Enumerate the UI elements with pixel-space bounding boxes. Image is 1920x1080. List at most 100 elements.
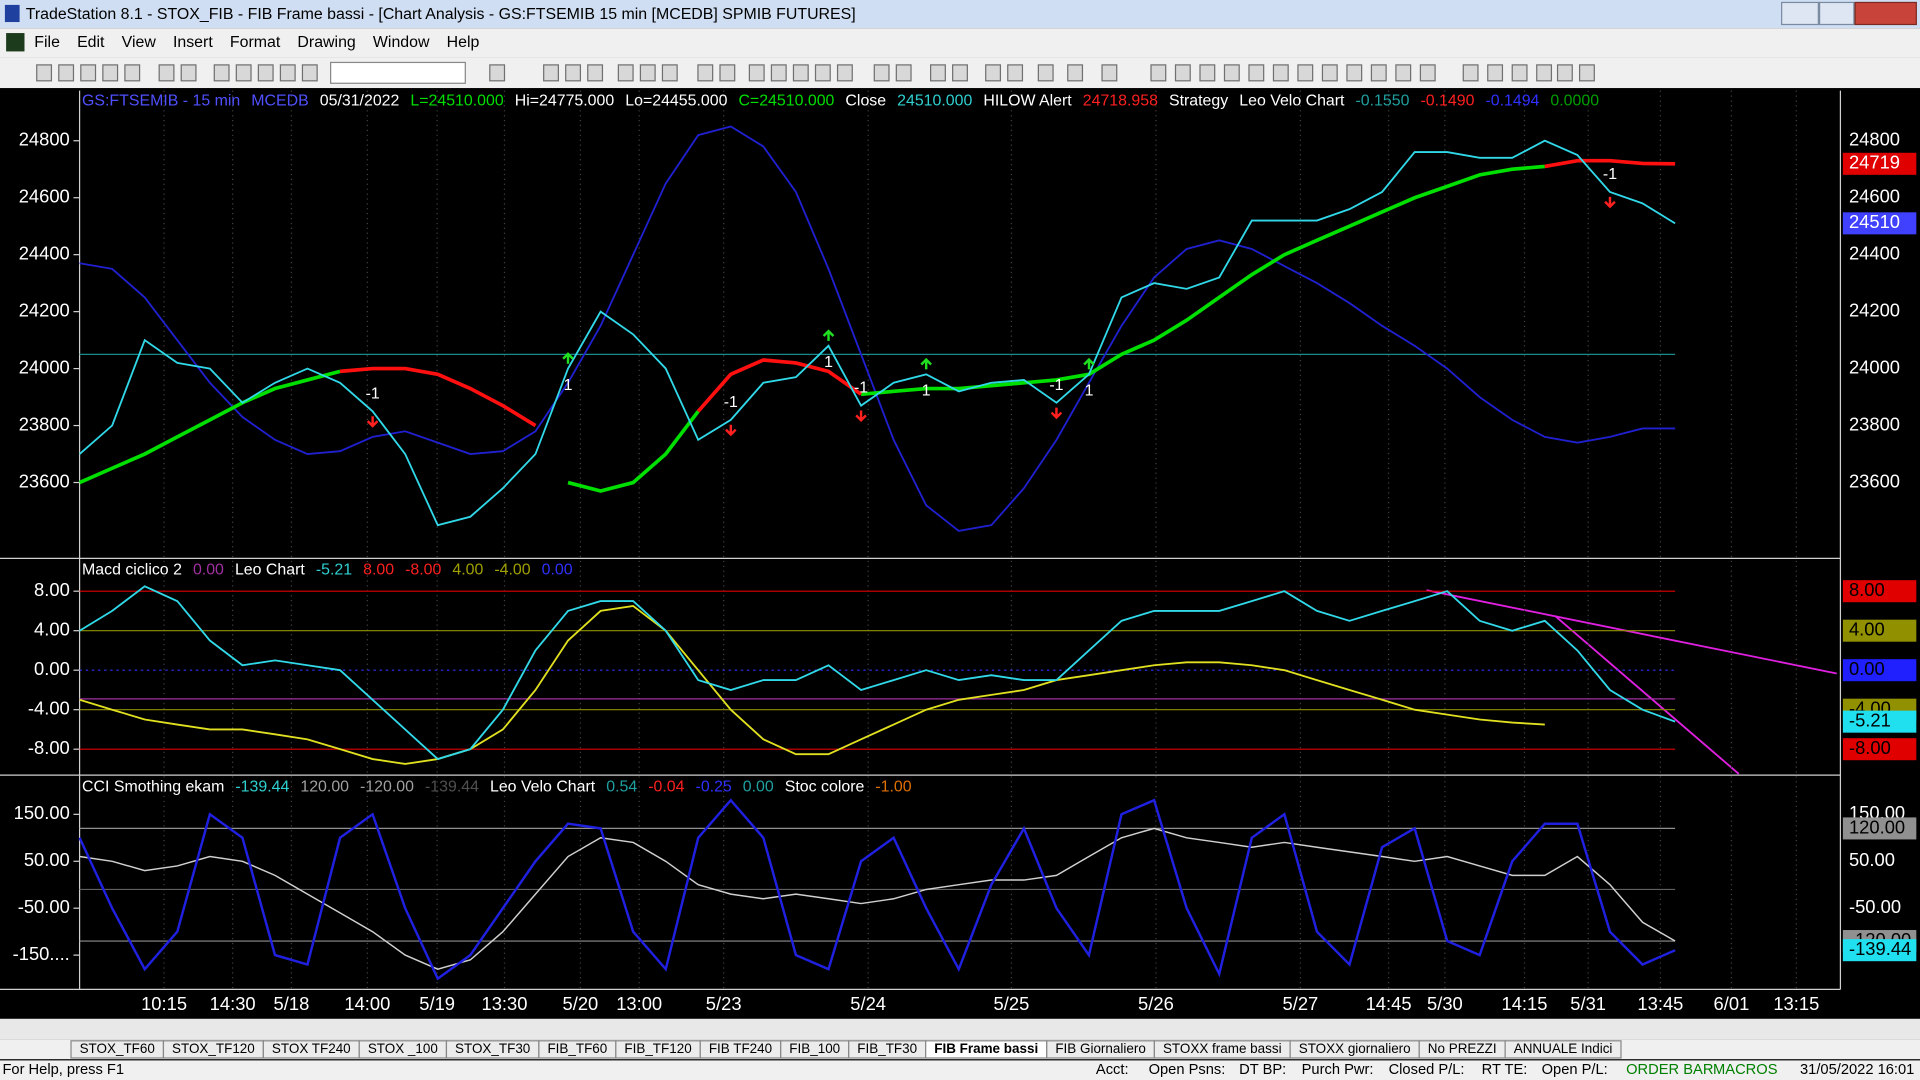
signal-arrow — [855, 410, 867, 423]
tool-button[interactable] — [639, 64, 656, 82]
tab-label: STOXX giornaliero — [1299, 1041, 1411, 1056]
value-marker-label: -5.21 — [1849, 709, 1891, 730]
tool-button[interactable] — [235, 64, 252, 82]
menu-item[interactable]: Help — [447, 34, 480, 51]
signal-arrow — [920, 357, 932, 370]
x-tick-label: 5/31 — [1570, 993, 1606, 1014]
panel-header: GS:FTSEMIB - 15 min MCEDB 05/31/2022 L=2451… — [82, 93, 1599, 110]
value-marker — [1842, 619, 1917, 642]
value-marker-label: 50.00 — [1849, 849, 1895, 870]
close[interactable] — [1854, 1, 1917, 26]
y-tick-label: 23600 — [19, 470, 70, 491]
header-item: -0.25 — [696, 779, 732, 796]
tool-button[interactable] — [1536, 64, 1553, 82]
menu-item[interactable]: Edit — [77, 34, 105, 51]
x-tick-label: 13:00 — [616, 993, 662, 1014]
tool-button[interactable] — [124, 64, 141, 82]
maximize[interactable] — [1818, 1, 1855, 26]
series-line — [79, 827, 1676, 970]
tool-button[interactable] — [279, 64, 296, 82]
tool-button[interactable] — [836, 64, 853, 82]
tool-button[interactable] — [895, 64, 912, 82]
tool-button[interactable] — [814, 64, 831, 82]
tool-button[interactable] — [587, 64, 604, 82]
tab[interactable] — [1504, 1040, 1622, 1059]
tool-button[interactable] — [257, 64, 274, 82]
tool-button[interactable] — [1174, 64, 1191, 82]
tab-label: FIB_TF60 — [547, 1041, 607, 1056]
menu-item[interactable]: Format — [230, 34, 281, 51]
tool-button[interactable] — [213, 64, 230, 82]
tool-button[interactable] — [543, 64, 559, 82]
tab-label: STOX_TF120 — [172, 1041, 255, 1056]
tool-button[interactable] — [36, 64, 53, 82]
x-tick-label: 5/18 — [274, 993, 310, 1014]
status-item: Purch Pwr: — [1302, 1062, 1374, 1078]
tool-button[interactable] — [1101, 64, 1118, 82]
tool-button[interactable] — [873, 64, 890, 82]
tool-button[interactable] — [952, 64, 968, 82]
tool-button[interactable] — [1578, 64, 1595, 82]
tool-button[interactable] — [1150, 64, 1167, 82]
tool-button[interactable] — [58, 64, 75, 82]
tab-label: FIB Frame bassi — [934, 1041, 1038, 1056]
tool-button[interactable] — [1419, 64, 1436, 82]
tool-button[interactable] — [1248, 64, 1265, 82]
header-item: 0.54 — [606, 779, 637, 796]
tool-button[interactable] — [985, 64, 1002, 82]
tool-button[interactable] — [1067, 64, 1084, 82]
tool-button[interactable] — [617, 64, 634, 82]
tool-button[interactable] — [1272, 64, 1289, 82]
tool-button[interactable] — [1462, 64, 1479, 82]
tool-button[interactable] — [748, 64, 765, 82]
combo-box[interactable] — [330, 61, 466, 84]
tool-button[interactable] — [158, 64, 175, 82]
tool-button[interactable] — [661, 64, 678, 82]
value-marker — [1842, 897, 1917, 920]
y-tick-label: 24800 — [1849, 129, 1900, 150]
tab-label: FIB TF240 — [709, 1041, 772, 1056]
menu-item[interactable]: Drawing — [297, 34, 355, 51]
x-tick-label: 5/30 — [1427, 993, 1463, 1014]
tool-button[interactable] — [1297, 64, 1314, 82]
tool-button[interactable] — [1346, 64, 1363, 82]
x-tick-label: 14:30 — [210, 993, 256, 1014]
tool-button[interactable] — [80, 64, 97, 82]
header-item: Close — [845, 93, 886, 110]
tool-button[interactable] — [770, 64, 787, 82]
tool-button[interactable] — [1223, 64, 1240, 82]
tool-button[interactable] — [489, 64, 506, 82]
x-tick-label: 6/01 — [1714, 993, 1750, 1014]
x-tick-label: 5/19 — [419, 993, 455, 1014]
tool-button[interactable] — [792, 64, 809, 82]
tool-button[interactable] — [1511, 64, 1528, 82]
menu-item[interactable]: File — [34, 34, 60, 51]
tool-button[interactable] — [1321, 64, 1338, 82]
menu-item[interactable]: View — [122, 34, 157, 51]
header-item: -0.1550 — [1356, 93, 1410, 110]
tool-button[interactable] — [1370, 64, 1387, 82]
header-item: Leo Chart — [235, 562, 305, 579]
tool-button[interactable] — [697, 64, 714, 82]
tool-button[interactable] — [1199, 64, 1216, 82]
tab-label: ANNUALE Indici — [1514, 1041, 1613, 1056]
tool-button[interactable] — [1007, 64, 1024, 82]
tool-button[interactable] — [719, 64, 736, 82]
menu-item[interactable]: Window — [373, 34, 430, 51]
tool-button[interactable] — [102, 64, 119, 82]
scrollbar[interactable] — [0, 1018, 1920, 1040]
minimize[interactable] — [1781, 1, 1819, 26]
tool-button[interactable] — [1037, 64, 1054, 82]
menu-item[interactable]: Insert — [173, 34, 213, 51]
y-tick-label: -8.00 — [28, 737, 70, 758]
tool-button[interactable] — [1395, 64, 1412, 82]
tool-button[interactable] — [1556, 64, 1573, 82]
tool-button[interactable] — [180, 64, 197, 82]
y-tick-label: 150.00 — [14, 802, 70, 823]
tool-button[interactable] — [565, 64, 582, 82]
tool-button[interactable] — [301, 64, 318, 82]
value-marker — [1842, 939, 1917, 962]
tool-button[interactable] — [1487, 64, 1504, 82]
y-tick-label: 50.00 — [24, 849, 70, 870]
tool-button[interactable] — [930, 64, 946, 82]
